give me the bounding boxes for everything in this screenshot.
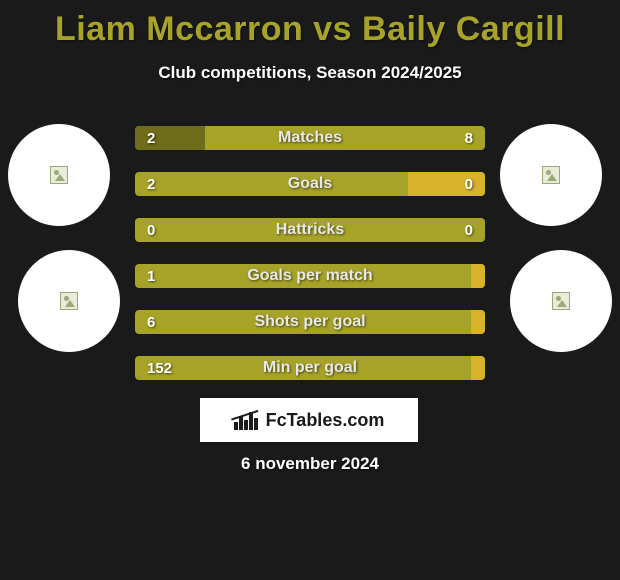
fctables-logo: FcTables.com [200, 398, 418, 442]
player1-avatar [8, 124, 110, 226]
team2-logo [510, 250, 612, 352]
stat-bar-row: 1Goals per match [135, 264, 485, 288]
stat-bar-row: 6Shots per goal [135, 310, 485, 334]
team1-logo [18, 250, 120, 352]
left-circles-column [8, 124, 120, 352]
stat-bar-row: 28Matches [135, 126, 485, 150]
player2-avatar [500, 124, 602, 226]
stat-bar-row: 20Goals [135, 172, 485, 196]
stat-bar-row: 152Min per goal [135, 356, 485, 380]
page-subtitle: Club competitions, Season 2024/2025 [0, 63, 620, 83]
stat-label: Shots per goal [135, 310, 485, 334]
stats-bars: 28Matches 20Goals 00Hattricks 1Goals per ma… [135, 126, 485, 380]
image-placeholder-icon [50, 166, 68, 184]
stat-label: Goals [135, 172, 485, 196]
stat-bar-row: 00Hattricks [135, 218, 485, 242]
stat-label: Matches [135, 126, 485, 150]
stat-label: Hattricks [135, 218, 485, 242]
logo-text: FcTables.com [266, 410, 385, 431]
stat-label: Goals per match [135, 264, 485, 288]
image-placeholder-icon [60, 292, 78, 310]
stat-label: Min per goal [135, 356, 485, 380]
right-circles-column [500, 124, 612, 352]
image-placeholder-icon [542, 166, 560, 184]
date-text: 6 november 2024 [0, 454, 620, 474]
page-title: Liam Mccarron vs Baily Cargill [0, 0, 620, 49]
logo-chart-icon [234, 410, 260, 430]
image-placeholder-icon [552, 292, 570, 310]
